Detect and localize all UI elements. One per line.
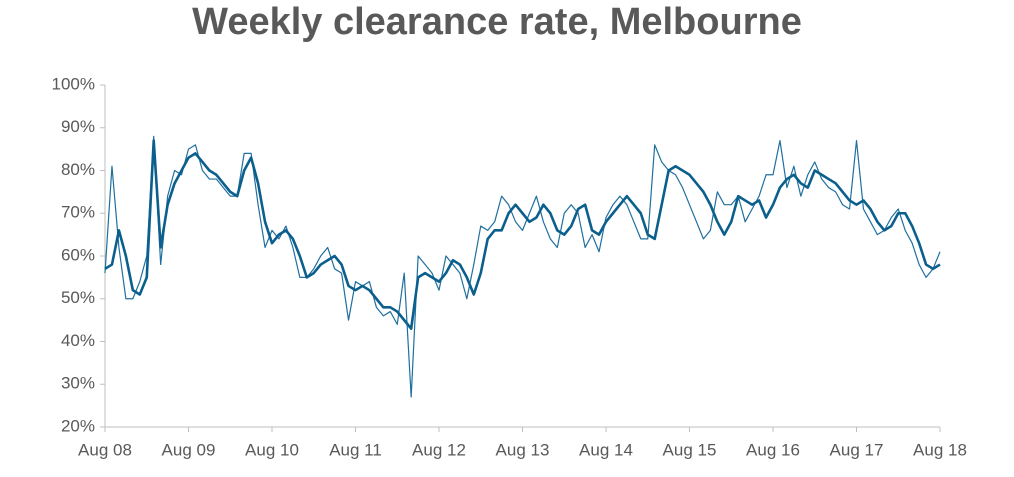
- y-tick-label: 70%: [61, 203, 95, 222]
- x-tick-label: Aug 13: [496, 440, 550, 459]
- x-tick-label: Aug 18: [913, 440, 967, 459]
- x-tick-label: Aug 15: [663, 440, 717, 459]
- y-tick-label: 80%: [61, 160, 95, 179]
- x-tick-label: Aug 14: [579, 440, 633, 459]
- x-tick-label: Aug 16: [746, 440, 800, 459]
- y-tick-label: 40%: [61, 331, 95, 350]
- x-tick-label: Aug 10: [245, 440, 299, 459]
- y-tick-label: 50%: [61, 288, 95, 307]
- x-tick-label: Aug 11: [329, 440, 382, 459]
- x-tick-label: Aug 12: [412, 440, 466, 459]
- x-tick-label: Aug 08: [78, 440, 132, 459]
- y-tick-label: 30%: [61, 374, 95, 393]
- x-tick-label: Aug 17: [830, 440, 884, 459]
- chart-title: Weekly clearance rate, Melbourne: [192, 1, 802, 43]
- y-tick-label: 100%: [52, 74, 95, 93]
- y-tick-label: 20%: [61, 416, 95, 435]
- series-line: [104, 135, 941, 398]
- x-tick-label: Aug 09: [162, 440, 216, 459]
- series-line: [104, 139, 941, 330]
- y-tick-label: 60%: [61, 245, 95, 264]
- y-tick-label: 90%: [61, 117, 95, 136]
